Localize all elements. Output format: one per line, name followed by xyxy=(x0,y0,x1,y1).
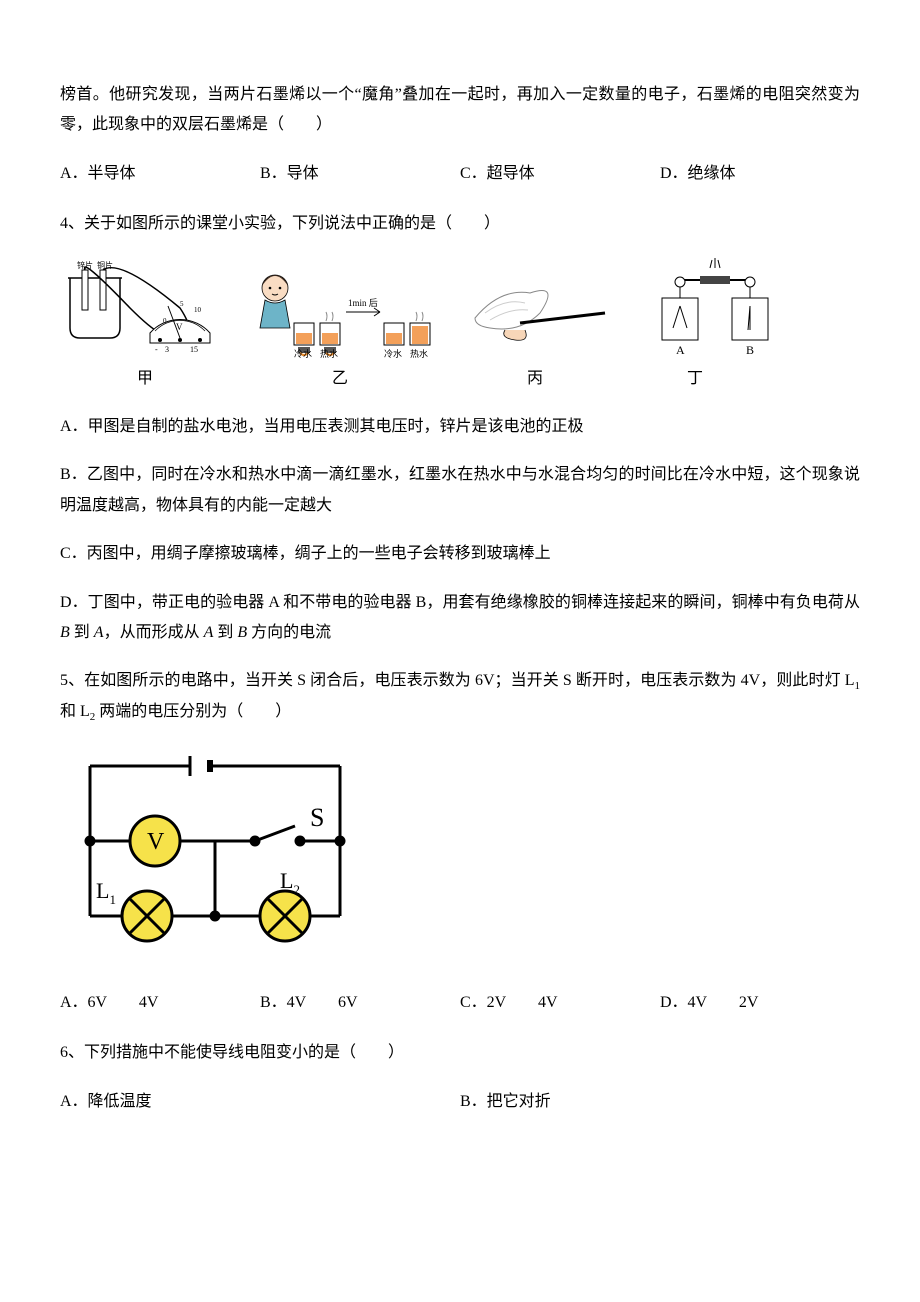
jia-dial-0: 0 xyxy=(163,317,167,325)
q5-option-d: D．4V 2V xyxy=(660,988,860,1018)
q4-option-b: B．乙图中，同时在冷水和热水中滴一滴红墨水，红墨水在热水中与水混合均匀的时间比在… xyxy=(60,460,860,521)
yi-cold-1: 冷水 xyxy=(294,348,312,358)
q5-stem-end: 两端的电压分别为（ ） xyxy=(95,703,291,720)
yi-cold-2: 冷水 xyxy=(384,348,402,358)
ding-a-label: A xyxy=(676,343,685,357)
q4-fig-jia: 锌片 铜片 V 0 5 10 3 15 - xyxy=(60,258,230,358)
q5-option-b: B．4V 6V xyxy=(260,988,460,1018)
q4d-end: 方向的电流 xyxy=(247,624,331,641)
q4d-pre: D．丁图中，带正电的验电器 A 和不带电的验电器 B，用套有绝缘橡胶的铜棒连接起… xyxy=(60,594,860,611)
q3-option-a: A．半导体 xyxy=(60,159,260,189)
yi-hot-2: 热水 xyxy=(410,348,428,358)
q4d-A2: A xyxy=(204,624,214,641)
q4-option-d: D．丁图中，带正电的验电器 A 和不带电的验电器 B，用套有绝缘橡胶的铜棒连接起… xyxy=(60,588,860,649)
q5-option-c: C．2V 4V xyxy=(460,988,660,1018)
q5-stem: 5、在如图所示的电路中，当开关 S 闭合后，电压表示数为 6V；当开关 S 断开… xyxy=(60,666,860,728)
q4-label-bing: 丙 xyxy=(450,364,620,394)
q6-option-a: A．降低温度 xyxy=(60,1087,460,1117)
q4d-mid2: ，从而形成从 xyxy=(104,624,204,641)
q4d-mid1: 到 xyxy=(70,624,94,641)
q4d-B: B xyxy=(60,624,70,641)
q3-options: A．半导体 B．导体 C．超导体 D．绝缘体 xyxy=(60,159,860,189)
circuit-v-label: V xyxy=(147,829,165,855)
q5-stem-pre: 5、在如图所示的电路中，当开关 S 闭合后，电压表示数为 6V；当开关 S 断开… xyxy=(60,672,855,689)
circuit-s-label: S xyxy=(310,803,324,832)
q4-fig-yi: 冷水 热水 1min 后 冷水 热水 xyxy=(250,258,450,358)
q5-sub1: 1 xyxy=(855,680,861,692)
q3-option-d: D．绝缘体 xyxy=(660,159,860,189)
q4-label-yi: 乙 xyxy=(230,364,450,394)
yi-time-label: 1min 后 xyxy=(348,298,378,308)
q4d-B2: B xyxy=(237,624,247,641)
jia-dial-10: 10 xyxy=(194,306,202,314)
jia-scale-15: 15 xyxy=(190,345,198,354)
q4-label-jia: 甲 xyxy=(60,364,230,394)
q4d-mid3: 到 xyxy=(213,624,237,641)
q3-stem-tail: 榜首。他研究发现，当两片石墨烯以一个“魔角”叠加在一起时，再加入一定数量的电子，… xyxy=(60,80,860,141)
q6-stem: 6、下列措施中不能使导线电阻变小的是（ ） xyxy=(60,1038,860,1068)
circuit-l1-label: L1 xyxy=(96,878,116,907)
q5-option-a: A．6V 4V xyxy=(60,988,260,1018)
q6-option-b: B．把它对折 xyxy=(460,1087,860,1117)
q4-stem: 4、关于如图所示的课堂小实验，下列说法中正确的是（ ） xyxy=(60,209,860,239)
q4-option-c: C．丙图中，用绸子摩擦玻璃棒，绸子上的一些电子会转移到玻璃棒上 xyxy=(60,539,860,569)
q6-options: A．降低温度 B．把它对折 xyxy=(60,1087,860,1117)
q3-option-b: B．导体 xyxy=(260,159,460,189)
q4-option-a: A．甲图是自制的盐水电池，当用电压表测其电压时，锌片是该电池的正极 xyxy=(60,412,860,442)
yi-hot-1: 热水 xyxy=(320,348,338,358)
q4-figure-labels: 甲 乙 丙 丁 xyxy=(60,364,860,394)
q4-label-ding: 丁 xyxy=(620,364,770,394)
q5-circuit: V S L1 L2 xyxy=(60,746,860,957)
q5-options: A．6V 4V B．4V 6V C．2V 4V D．4V 2V xyxy=(60,988,860,1018)
q3-option-c: C．超导体 xyxy=(460,159,660,189)
ding-b-label: B xyxy=(746,343,754,357)
jia-dial-5: 5 xyxy=(180,300,184,308)
svg-text:-: - xyxy=(155,345,158,354)
jia-scale-3: 3 xyxy=(165,345,169,354)
q4-fig-ding: A B xyxy=(640,258,790,358)
circuit-l2-label: L2 xyxy=(280,868,300,897)
q4-fig-bing xyxy=(470,258,620,358)
q4d-A: A xyxy=(94,624,104,641)
q4-figures: 锌片 铜片 V 0 5 10 3 15 - xyxy=(60,258,860,358)
q5-stem-mid: 和 L xyxy=(60,703,90,720)
jia-v-label: V xyxy=(176,322,183,332)
